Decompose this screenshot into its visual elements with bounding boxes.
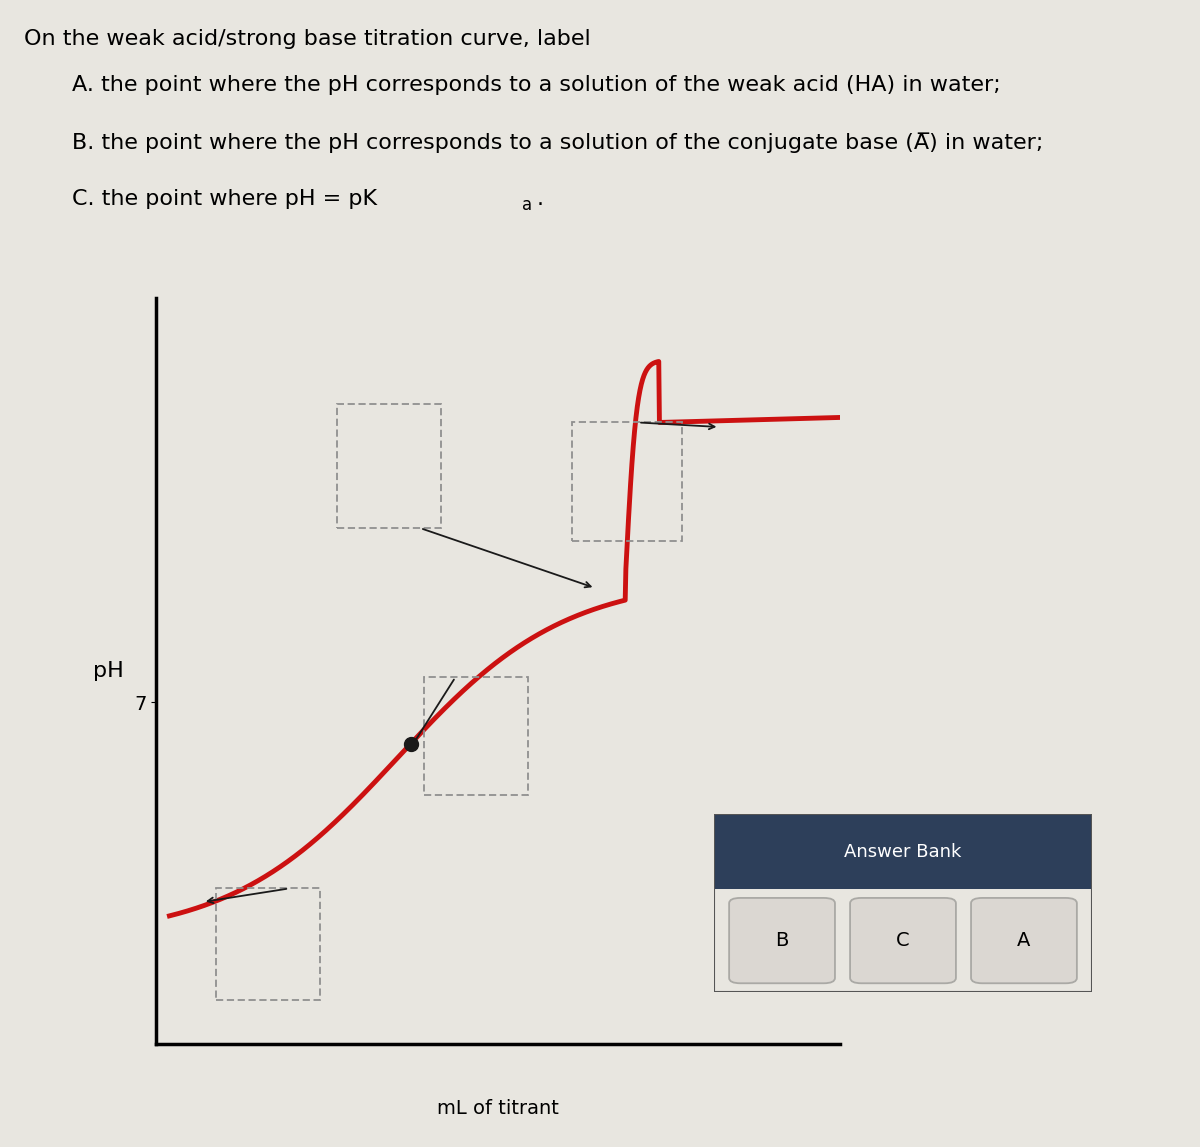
Text: B: B — [775, 931, 788, 950]
FancyBboxPatch shape — [971, 898, 1076, 983]
Text: mL of titrant: mL of titrant — [437, 1099, 559, 1118]
Text: Answer Bank: Answer Bank — [845, 843, 961, 860]
FancyBboxPatch shape — [850, 898, 956, 983]
Bar — [571, 422, 683, 540]
Text: a: a — [522, 196, 532, 214]
Y-axis label: pH: pH — [92, 661, 124, 681]
Bar — [337, 404, 442, 528]
Text: On the weak acid/strong base titration curve, label: On the weak acid/strong base titration c… — [24, 29, 590, 48]
Text: C: C — [896, 931, 910, 950]
Text: C. the point where pH = pK: C. the point where pH = pK — [72, 189, 377, 209]
Bar — [714, 814, 1092, 889]
Bar — [425, 677, 528, 795]
Text: A. the point where the pH corresponds to a solution of the weak acid (HA) in wat: A. the point where the pH corresponds to… — [72, 75, 1001, 94]
Text: .: . — [536, 189, 544, 209]
Text: A: A — [1018, 931, 1031, 950]
Text: B. the point where the pH corresponds to a solution of the conjugate base (A̅) i: B. the point where the pH corresponds to… — [72, 132, 1043, 153]
FancyBboxPatch shape — [730, 898, 835, 983]
Point — [401, 734, 420, 752]
Bar — [216, 889, 320, 1000]
